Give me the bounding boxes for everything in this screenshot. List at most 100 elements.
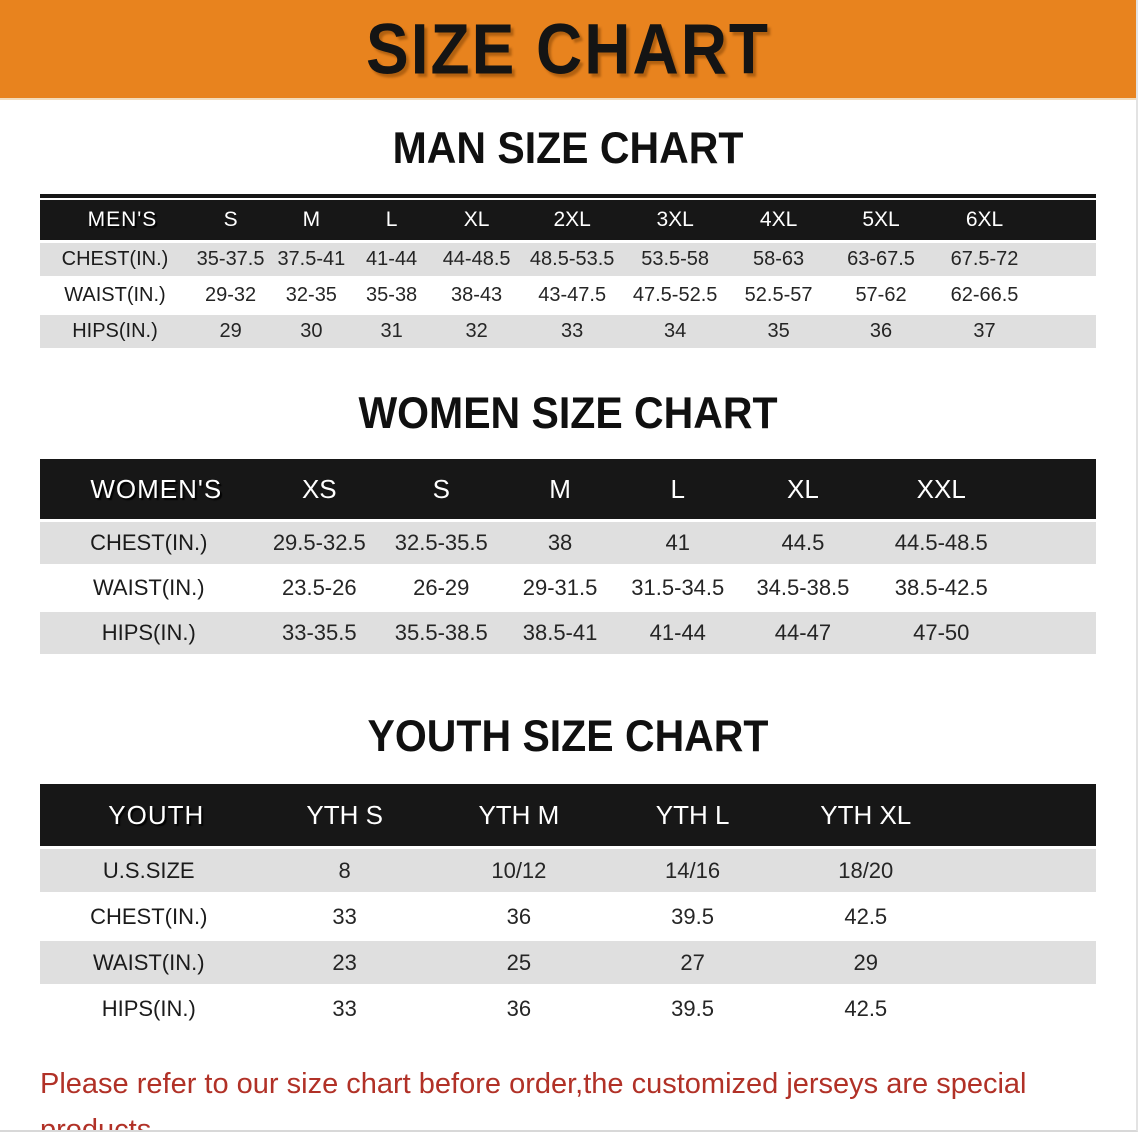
women-col-header: XS <box>257 459 382 522</box>
row-label: HIPS(IN.) <box>40 985 258 1033</box>
cell-spacer <box>1036 241 1096 279</box>
men-table-header-row: MEN'S S M L XL 2XL 3XL 4XL 5XL 6XL <box>40 200 1096 243</box>
youth-ussize-row: U.S.SIZE 8 10/12 14/16 18/20 <box>40 847 1096 895</box>
header-spacer <box>952 784 1096 849</box>
row-label: CHEST(IN.) <box>40 893 258 941</box>
men-section-heading: MAN SIZE CHART <box>392 123 744 173</box>
cell: 35-38 <box>351 277 432 315</box>
cell: 33 <box>257 985 432 1033</box>
cell-spacer <box>1036 277 1096 315</box>
cell: 14/16 <box>606 847 780 895</box>
cell: 26-29 <box>381 565 502 612</box>
row-label: HIPS(IN.) <box>40 610 258 657</box>
cell: 31 <box>351 313 432 351</box>
cell: 34 <box>622 313 728 351</box>
women-col-header: XXL <box>868 459 1014 522</box>
cell: 36 <box>431 893 606 941</box>
header-spacer <box>1036 200 1096 243</box>
cell-spacer <box>1036 313 1096 351</box>
cell-spacer <box>1013 565 1096 612</box>
men-col-header: 4XL <box>727 200 830 243</box>
cell: 29 <box>189 313 272 351</box>
cell: 34.5-38.5 <box>736 565 869 612</box>
men-hips-row: HIPS(IN.) 29 30 31 32 33 34 35 36 37 <box>40 313 1096 351</box>
cell: 63-67.5 <box>829 241 933 279</box>
cell: 53.5-58 <box>622 241 728 279</box>
youth-section-heading: YOUTH SIZE CHART <box>367 711 769 761</box>
row-label: U.S.SIZE <box>40 847 258 895</box>
cell: 39.5 <box>606 985 780 1033</box>
cell: 44.5-48.5 <box>868 520 1014 567</box>
cell: 38.5-41 <box>501 610 619 657</box>
cell: 29-31.5 <box>501 565 619 612</box>
cell: 48.5-53.5 <box>521 241 623 279</box>
cell: 57-62 <box>829 277 933 315</box>
women-col-header: S <box>381 459 502 522</box>
men-waist-row: WAIST(IN.) 29-32 32-35 35-38 38-43 43-47… <box>40 277 1096 315</box>
men-col-header: S <box>189 200 272 243</box>
cell: 42.5 <box>779 893 953 941</box>
cell: 41-44 <box>351 241 432 279</box>
cell: 23 <box>257 939 432 987</box>
row-label: WAIST(IN.) <box>40 565 258 612</box>
youth-hips-row: HIPS(IN.) 33 36 39.5 42.5 <box>40 985 1096 1033</box>
women-hips-row: HIPS(IN.) 33-35.5 35.5-38.5 38.5-41 41-4… <box>40 610 1096 657</box>
cell: 38.5-42.5 <box>868 565 1014 612</box>
cell-spacer <box>952 893 1096 941</box>
disclaimer-line-1: Please refer to our size chart before or… <box>40 1068 1027 1132</box>
youth-chest-row: CHEST(IN.) 33 36 39.5 42.5 <box>40 893 1096 941</box>
cell: 8 <box>257 847 432 895</box>
cell: 67.5-72 <box>932 241 1037 279</box>
cell: 35-37.5 <box>189 241 272 279</box>
youth-size-table: YOUTH YTH S YTH M YTH L YTH XL U.S.SIZE … <box>40 784 1096 1033</box>
men-table-title: MEN'S <box>40 200 190 243</box>
men-col-header: M <box>271 200 352 243</box>
cell-spacer <box>952 847 1096 895</box>
cell: 39.5 <box>606 893 780 941</box>
cell: 32 <box>431 313 522 351</box>
cell: 32.5-35.5 <box>381 520 502 567</box>
women-size-table: WOMEN'S XS S M L XL XXL CHEST(IN.) 29.5-… <box>40 459 1096 657</box>
banner: SIZE CHART <box>0 0 1136 100</box>
cell: 30 <box>271 313 352 351</box>
men-chest-row: CHEST(IN.) 35-37.5 37.5-41 41-44 44-48.5… <box>40 241 1096 279</box>
cell: 44.5 <box>736 520 869 567</box>
cell: 41-44 <box>618 610 737 657</box>
disclaimer: Please refer to our size chart before or… <box>40 1061 1106 1132</box>
cell: 37 <box>932 313 1037 351</box>
women-waist-row: WAIST(IN.) 23.5-26 26-29 29-31.5 31.5-34… <box>40 565 1096 612</box>
cell-spacer <box>952 985 1096 1033</box>
cell: 47.5-52.5 <box>622 277 728 315</box>
women-table: WOMEN'S XS S M L XL XXL CHEST(IN.) 29.5-… <box>40 459 1096 657</box>
cell: 38-43 <box>431 277 522 315</box>
youth-col-header: YTH S <box>257 784 432 849</box>
youth-col-header: YTH M <box>431 784 606 849</box>
cell: 25 <box>431 939 606 987</box>
youth-table: YOUTH YTH S YTH M YTH L YTH XL U.S.SIZE … <box>40 784 1096 1033</box>
cell-spacer <box>1013 520 1096 567</box>
cell: 33 <box>257 893 432 941</box>
men-size-table: MEN'S S M L XL 2XL 3XL 4XL 5XL 6XL CHEST… <box>40 194 1096 351</box>
youth-waist-row: WAIST(IN.) 23 25 27 29 <box>40 939 1096 987</box>
men-table: MEN'S S M L XL 2XL 3XL 4XL 5XL 6XL CHEST… <box>40 200 1096 351</box>
women-col-header: M <box>501 459 619 522</box>
cell: 35 <box>727 313 830 351</box>
women-table-header-row: WOMEN'S XS S M L XL XXL <box>40 459 1096 522</box>
header-spacer <box>1013 459 1096 522</box>
women-section-heading: WOMEN SIZE CHART <box>358 388 778 438</box>
cell: 29-32 <box>189 277 272 315</box>
row-label: WAIST(IN.) <box>40 277 190 315</box>
cell: 58-63 <box>727 241 830 279</box>
cell: 27 <box>606 939 780 987</box>
men-col-header: 2XL <box>521 200 623 243</box>
cell: 43-47.5 <box>521 277 623 315</box>
cell: 33 <box>521 313 623 351</box>
cell: 36 <box>829 313 933 351</box>
cell: 44-47 <box>736 610 869 657</box>
men-col-header: XL <box>431 200 522 243</box>
cell: 38 <box>501 520 619 567</box>
youth-col-header: YTH XL <box>779 784 953 849</box>
men-col-header: 5XL <box>829 200 933 243</box>
row-label: WAIST(IN.) <box>40 939 258 987</box>
